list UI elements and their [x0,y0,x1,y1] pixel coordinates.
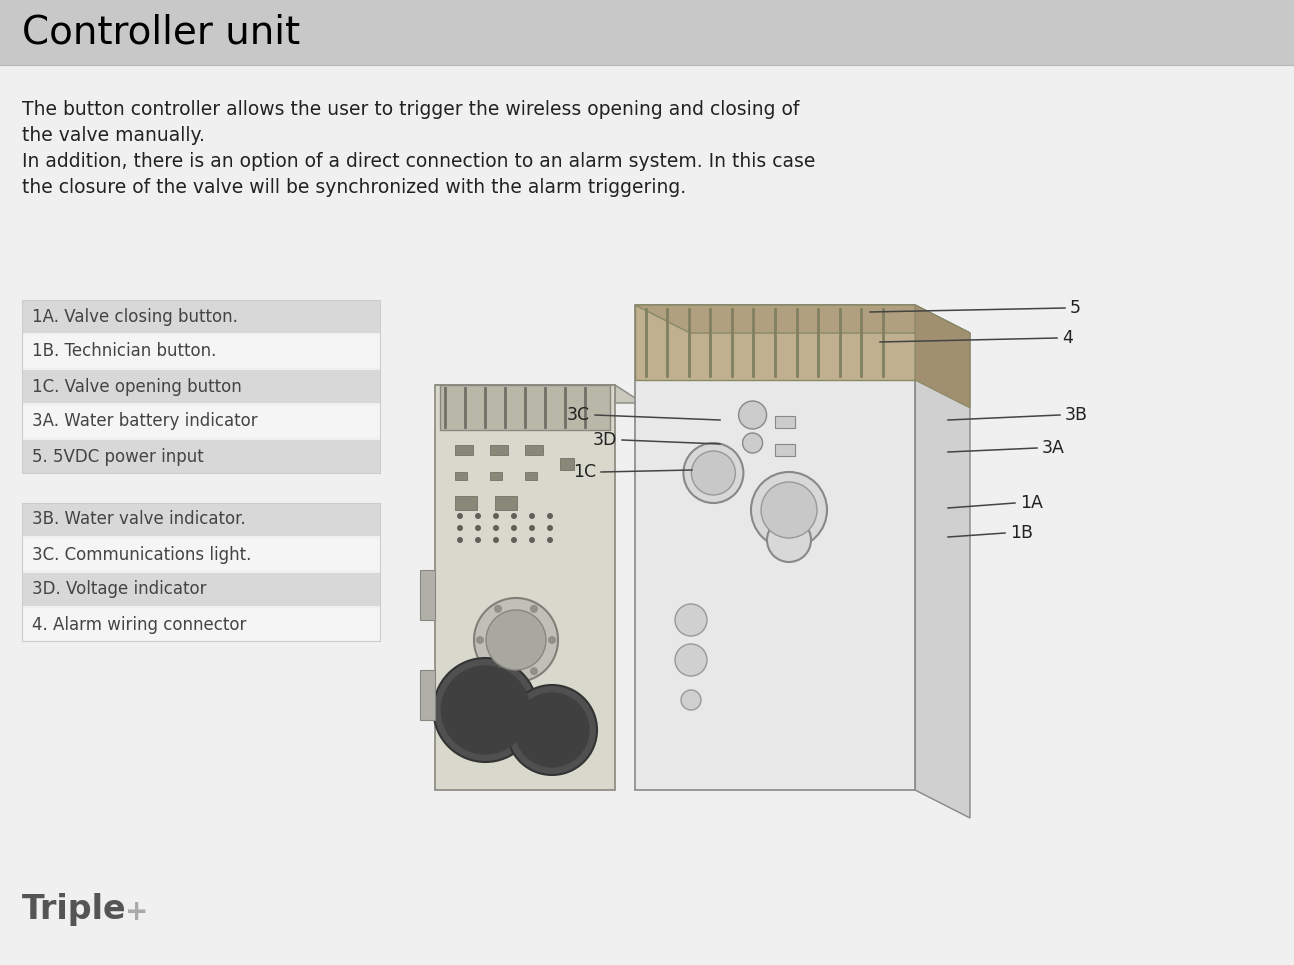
Circle shape [743,433,762,453]
Bar [22,335,380,368]
Circle shape [531,667,538,676]
Circle shape [761,482,817,538]
Text: 1B. Technician button.: 1B. Technician button. [32,343,216,361]
Bar [22,300,380,333]
Text: 5: 5 [1070,299,1080,317]
Text: 1A: 1A [1020,494,1043,512]
Circle shape [691,451,735,495]
Circle shape [474,598,558,682]
Text: 3A: 3A [1042,439,1065,457]
Bar [22,503,380,641]
Bar [455,472,467,480]
Polygon shape [915,305,970,408]
Text: Triple: Triple [22,894,127,926]
Circle shape [547,525,553,531]
Text: 1B: 1B [1011,524,1033,542]
Bar [775,416,795,428]
Text: 3B: 3B [1065,406,1088,424]
Circle shape [457,525,463,531]
Circle shape [529,537,534,543]
Circle shape [547,513,553,519]
Bar [22,370,380,403]
Circle shape [683,443,743,503]
Circle shape [475,513,481,519]
Polygon shape [635,305,970,333]
Circle shape [681,690,701,710]
Circle shape [457,513,463,519]
Text: 4: 4 [1062,329,1073,347]
Circle shape [767,518,811,562]
Bar [455,496,477,510]
Text: 5. 5VDC power input: 5. 5VDC power input [32,448,203,465]
Text: The button controller allows the user to trigger the wireless opening and closin: The button controller allows the user to… [22,100,800,119]
Text: In addition, there is an option of a direct connection to an alarm system. In th: In addition, there is an option of a dir… [22,152,815,171]
Circle shape [433,658,537,762]
Bar [22,608,380,641]
Text: the valve manually.: the valve manually. [22,126,204,145]
Text: +: + [126,898,149,926]
Circle shape [493,537,499,543]
Circle shape [515,693,589,767]
Bar [496,496,518,510]
Circle shape [494,667,502,676]
Bar [22,503,380,536]
Text: 1A. Valve closing button.: 1A. Valve closing button. [32,308,238,325]
Circle shape [675,604,707,636]
Bar [22,573,380,606]
Polygon shape [915,305,970,818]
Text: 3D: 3D [593,431,617,449]
Circle shape [547,537,553,543]
Circle shape [493,525,499,531]
Circle shape [487,610,546,670]
Bar [421,570,435,620]
Bar [525,472,537,480]
Polygon shape [635,305,970,333]
Bar [490,445,509,455]
Circle shape [457,537,463,543]
Bar [22,440,380,473]
Circle shape [511,513,518,519]
Text: 3B. Water valve indicator.: 3B. Water valve indicator. [32,510,246,529]
Bar [775,444,795,456]
Circle shape [529,513,534,519]
Circle shape [529,525,534,531]
Circle shape [494,605,502,613]
Circle shape [751,472,827,548]
Text: 4. Alarm wiring connector: 4. Alarm wiring connector [32,616,246,633]
Circle shape [547,636,556,644]
Bar [421,670,435,720]
Circle shape [475,525,481,531]
Circle shape [511,525,518,531]
Bar [560,458,575,470]
Circle shape [511,537,518,543]
Bar [635,305,915,380]
Circle shape [507,685,597,775]
Text: 3C: 3C [567,406,590,424]
Bar [525,445,543,455]
Circle shape [493,513,499,519]
Text: 1C. Valve opening button: 1C. Valve opening button [32,377,242,396]
Circle shape [675,644,707,676]
Bar [22,300,380,473]
Bar [22,405,380,438]
Text: 1C: 1C [573,463,597,481]
Bar [435,385,615,790]
Bar [440,385,609,430]
Circle shape [531,605,538,613]
Text: 3C. Communications light.: 3C. Communications light. [32,545,251,564]
Circle shape [476,636,484,644]
Bar [455,445,474,455]
Text: 3D. Voltage indicator: 3D. Voltage indicator [32,581,207,598]
Circle shape [441,666,529,754]
Bar [22,538,380,571]
Text: the closure of the valve will be synchronized with the alarm triggering.: the closure of the valve will be synchro… [22,178,686,197]
Bar [635,305,915,790]
Circle shape [739,401,766,429]
Text: 3A. Water battery indicator: 3A. Water battery indicator [32,412,258,430]
Circle shape [475,537,481,543]
Polygon shape [435,385,643,403]
Bar [490,472,502,480]
Text: Controller unit: Controller unit [22,14,300,51]
Bar [0,0,1294,65]
